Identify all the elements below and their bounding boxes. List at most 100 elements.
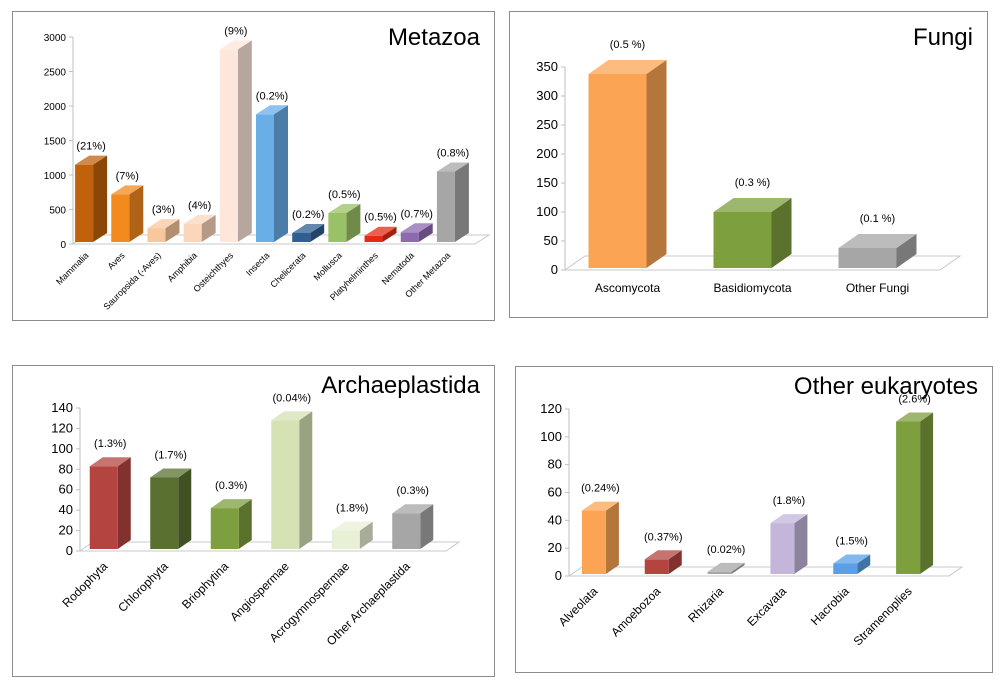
data-label: (1.3%) [94, 438, 126, 450]
bar-aves [111, 185, 144, 242]
category-label: Insecta [244, 250, 272, 278]
y-tick-label: 2000 [44, 102, 67, 113]
y-tick-label: 50 [544, 233, 558, 248]
bar-acrogymnospermae [331, 521, 373, 549]
data-label: (3%) [152, 204, 175, 216]
bar-briophytina [210, 499, 252, 549]
data-label: (1.7%) [155, 449, 187, 461]
category-label: Stramenoplies [851, 584, 915, 648]
y-tick-label: 500 [49, 206, 66, 217]
y-tick-label: 250 [536, 117, 558, 132]
data-label: (1.8%) [336, 503, 368, 515]
bar-angiospermae [271, 411, 313, 549]
y-tick-label: 40 [548, 512, 562, 527]
chart-title: Archaeplastida [321, 372, 480, 399]
y-tick-label: 0 [60, 240, 66, 251]
y-tick-label: 0 [66, 543, 73, 558]
bar-osteichthyes [219, 40, 252, 242]
y-tick-label: 20 [548, 540, 562, 555]
y-tick-label: 3000 [44, 33, 67, 44]
data-label: (21%) [76, 141, 105, 153]
data-label: (0.3 %) [735, 177, 770, 189]
category-label: Nematoda [380, 250, 416, 286]
y-tick-label: 0 [551, 262, 558, 277]
category-label: Amoebozoa [608, 584, 663, 639]
category-label: Mollusca [312, 250, 344, 282]
chart-fungi: 0 50 100 150 200 250 300 350 (0.5 %) Ascomycota (0… [536, 39, 962, 295]
data-label: (1.5%) [836, 535, 868, 547]
data-label: (0.7%) [401, 208, 433, 220]
bar-platyhelminthes [364, 226, 397, 242]
data-label: (0.5 %) [610, 39, 645, 51]
category-label: Alveolata [556, 584, 601, 629]
category-label: Rhizaria [685, 584, 726, 625]
bar-ascomycota [588, 59, 667, 269]
category-label: Hacrobia [808, 584, 852, 628]
y-tick-label: 100 [540, 429, 562, 444]
category-label: Basidiomycota [713, 281, 791, 295]
y-tick-label: 100 [51, 441, 73, 456]
chart-title: Fungi [912, 24, 973, 51]
y-tick-label: 80 [548, 457, 562, 472]
y-tick-label: 140 [51, 400, 73, 415]
data-label: (0.1 %) [860, 213, 895, 225]
bar-stramenoplies [896, 412, 934, 574]
bar-other-metazoa [436, 162, 469, 242]
y-tick-label: 20 [59, 523, 73, 538]
bar-mammalia [75, 155, 108, 242]
chart-panel-metazoa: Metazoa 0 500 1000 1500 2000 2500 3000 (21%) Mam… [12, 11, 495, 321]
chart-other-eukaryotes: 0 20 40 60 80 100 120 (0.24%) Alveolata (0.37%) Am… [540, 394, 964, 648]
y-tick-label: 200 [536, 146, 558, 161]
y-tick-label: 40 [59, 502, 73, 517]
bar-amoebozoa [644, 550, 682, 574]
category-label: Mammalia [54, 250, 90, 286]
category-label: Other Fungi [846, 281, 909, 295]
data-label: (9%) [224, 25, 247, 37]
bar-hacrobia [833, 554, 871, 574]
category-label: Amphibia [165, 250, 199, 284]
bar-basidiomycota [713, 198, 792, 268]
y-tick-label: 1500 [44, 137, 67, 148]
category-label: Briophytina [179, 559, 232, 612]
data-label: (0.37%) [644, 531, 683, 543]
chart-archaeplastida: 0 20 40 60 80 100 120 140 (1.3%) Rodophyta (1.7%) C… [51, 392, 461, 648]
chart-panel-archaeplastida: Archaeplastida 0 20 40 60 80 100 120 140 (1.3%) R… [12, 365, 495, 677]
data-label: (0.02%) [707, 544, 746, 556]
y-tick-label: 60 [59, 482, 73, 497]
bar-insecta [256, 105, 288, 242]
y-tick-label: 300 [536, 88, 558, 103]
data-label: (0.3%) [215, 480, 247, 492]
category-label: Excavata [744, 584, 789, 629]
chart-panel-fungi: Fungi 0 50 100 150 200 250 300 350 (0.5 %) Ascomy… [509, 11, 988, 318]
bar-other-archaeplastida [392, 504, 434, 549]
y-tick-label: 350 [536, 59, 558, 74]
y-tick-label: 2500 [44, 68, 67, 79]
chart-title: Metazoa [387, 24, 480, 51]
data-label: (4%) [188, 200, 211, 212]
data-label: (0.8%) [437, 148, 469, 160]
bar-rodophyta [89, 457, 131, 549]
category-label: Rodophyta [59, 559, 110, 610]
data-label: (0.04%) [272, 392, 311, 404]
bar-sauropsida-aves- [147, 219, 180, 242]
y-tick-label: 60 [548, 485, 562, 500]
bar-chelicerata [292, 223, 325, 242]
data-label: (0.5%) [328, 189, 360, 201]
chart-panel-other-eukaryotes: Other eukaryotes 0 20 40 60 80 100 120 (0.24%) A… [515, 366, 993, 673]
category-label: Ascomycota [595, 281, 661, 295]
y-tick-label: 1000 [44, 171, 67, 182]
bar-rhizaria [707, 562, 745, 574]
y-tick-label: 120 [540, 401, 562, 416]
data-label: (7%) [116, 170, 139, 182]
bar-other-fungi [838, 233, 917, 268]
category-label: Angiospermae [227, 559, 292, 624]
data-label: (2.6%) [898, 394, 930, 406]
data-label: (0.5%) [364, 212, 396, 224]
data-label: (1.8%) [773, 495, 805, 507]
bar-nematoda [400, 223, 433, 242]
data-label: (0.2%) [256, 90, 288, 102]
data-label: (0.2%) [292, 209, 324, 221]
data-label: (0.24%) [581, 483, 620, 495]
bar-excavata [770, 514, 808, 574]
bar-mollusca [328, 203, 361, 242]
